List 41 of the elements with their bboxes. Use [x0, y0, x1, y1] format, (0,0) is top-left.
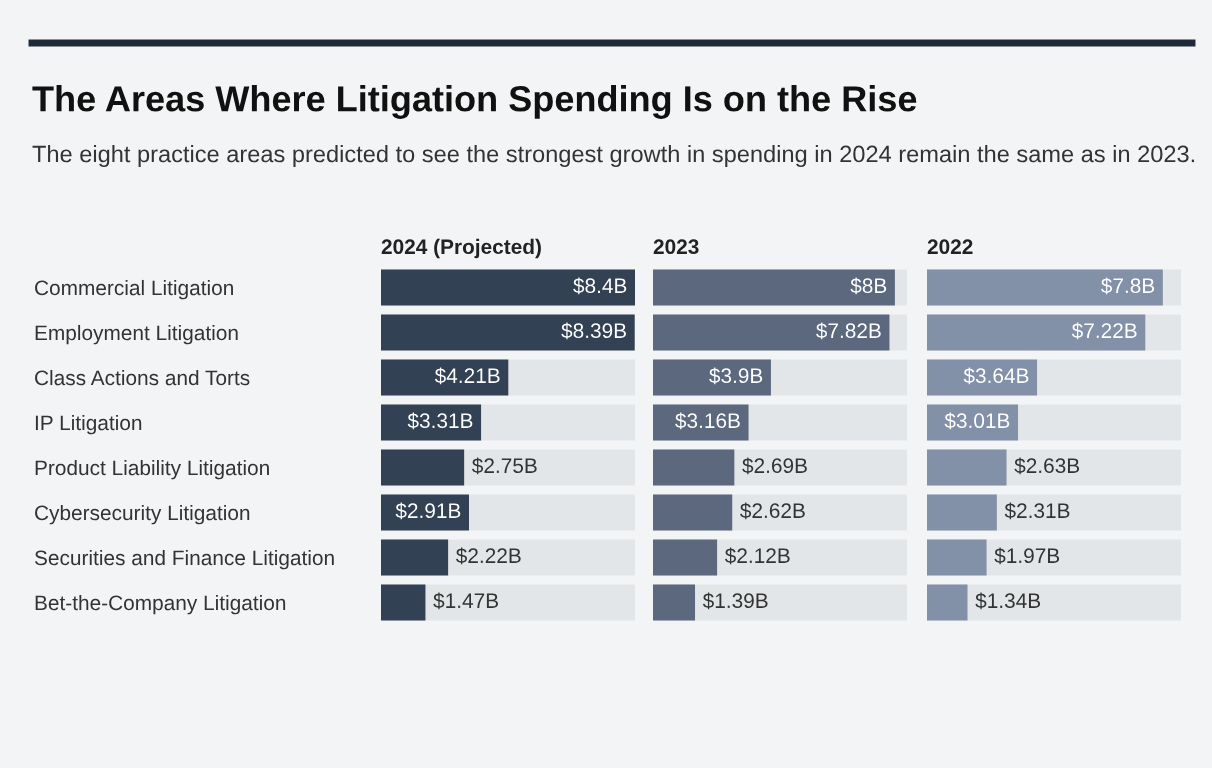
data-label: $8.4B: [573, 277, 627, 295]
data-label: $8.39B: [561, 322, 626, 340]
y-tick-label: Securities and Finance Litigation: [34, 549, 334, 570]
bar: [927, 584, 968, 621]
data-label: $7.82B: [816, 322, 881, 340]
data-label: $2.69B: [742, 457, 807, 475]
bar: [381, 584, 426, 621]
data-label: $7.8B: [1101, 277, 1155, 295]
y-tick-label: Product Liability Litigation: [35, 459, 269, 480]
y-tick-label: Employment Litigation: [35, 324, 238, 345]
data-label: $2.22B: [455, 547, 521, 565]
data-label: $3.16B: [675, 412, 740, 430]
data-label: $1.34B: [975, 592, 1041, 610]
bar: [653, 584, 696, 621]
data-label: $3.01B: [944, 412, 1010, 430]
data-label: $7.22B: [1071, 322, 1137, 340]
text: The Areas Where Litigation Spending Is on the Rise: [32, 85, 917, 119]
y-tick-label: Commercial Litigation: [35, 279, 233, 300]
chart-title: 2024 (Projected): [381, 238, 541, 259]
data-label: $2.62B: [740, 502, 805, 520]
data-label: $2.63B: [1014, 457, 1080, 475]
data-label: $1.97B: [994, 547, 1060, 565]
chart-title: 2022: [927, 239, 973, 255]
data-label: $4.21B: [434, 367, 500, 385]
y-tick-label: Cybersecurity Litigation: [35, 504, 250, 525]
y-tick-label: Bet-the-Company Litigation: [35, 594, 286, 615]
data-label: $3.9B: [709, 367, 763, 385]
text: The eight practice areas predicted to see the strongest growth in spending in 2024 remain the same as in 2023.: [32, 145, 1195, 168]
y-tick-label: IP Litigation: [35, 414, 142, 435]
data-label: $2.31B: [1004, 502, 1070, 520]
data-label: $1.39B: [702, 592, 768, 610]
data-label: $2.91B: [395, 502, 461, 520]
data-label: $3.31B: [407, 412, 473, 430]
data-label: $2.12B: [724, 547, 790, 565]
chart-title: 2023: [653, 239, 699, 255]
bar: [927, 539, 987, 576]
data-label: $1.47B: [433, 592, 498, 610]
data-label: $8B: [850, 277, 887, 295]
data-label: $2.75B: [472, 457, 537, 475]
data-label: $3.64B: [963, 367, 1029, 385]
y-tick-label: Class Actions and Torts: [35, 369, 250, 386]
